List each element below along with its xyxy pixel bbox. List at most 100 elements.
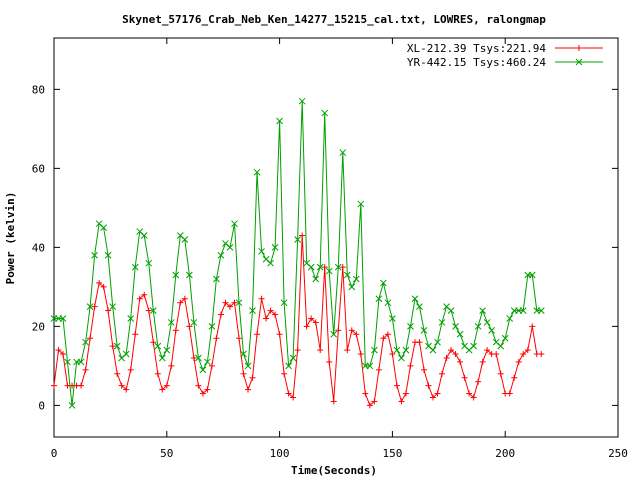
data-point-1: [208, 323, 216, 330]
data-point-0: [339, 264, 346, 271]
marker-stroke: [497, 342, 505, 350]
data-point-0: [249, 374, 256, 381]
marker-stroke: [249, 307, 256, 314]
data-point-1: [416, 303, 423, 310]
data-point-1: [294, 236, 302, 243]
data-point-1: [474, 323, 482, 330]
data-point-0: [100, 283, 107, 290]
data-point-0: [172, 327, 179, 334]
data-point-0: [263, 315, 270, 322]
data-point-0: [479, 358, 486, 365]
marker-stroke: [411, 295, 419, 303]
marker-stroke: [452, 323, 459, 330]
marker-stroke: [316, 263, 324, 271]
data-point-1: [131, 263, 139, 271]
data-point-0: [222, 299, 229, 306]
data-point-1: [407, 323, 414, 330]
marker-stroke: [213, 275, 220, 283]
data-point-0: [308, 315, 315, 322]
data-point-0: [141, 291, 148, 298]
data-point-1: [389, 315, 396, 322]
data-point-0: [497, 370, 504, 377]
data-point-0: [448, 347, 455, 354]
data-point-0: [195, 382, 202, 389]
data-point-0: [443, 354, 450, 361]
data-point-0: [240, 370, 247, 377]
data-point-0: [136, 295, 143, 302]
series-line-0: [53, 235, 542, 407]
marker-stroke: [402, 346, 410, 354]
y-axis-label: Power (kelvin): [4, 192, 17, 285]
data-point-0: [380, 335, 387, 342]
marker-stroke: [235, 299, 243, 307]
data-point-0: [51, 382, 57, 389]
series-layer: [50, 97, 545, 409]
data-point-0: [511, 374, 518, 381]
data-point-1: [240, 350, 247, 358]
x-tick-label: 50: [160, 447, 173, 460]
marker-stroke: [127, 315, 135, 322]
data-point-0: [299, 232, 306, 239]
data-point-1: [483, 319, 491, 326]
y-tick-label: 20: [32, 320, 45, 333]
data-point-0: [312, 319, 319, 326]
y-tick-label: 60: [32, 162, 45, 175]
series-line-1: [54, 101, 542, 406]
marker-stroke: [240, 350, 247, 358]
data-point-1: [479, 307, 486, 314]
data-point-0: [348, 327, 355, 334]
data-point-1: [537, 307, 545, 314]
data-point-1: [501, 334, 509, 342]
data-point-0: [123, 386, 130, 393]
data-point-1: [447, 307, 455, 314]
data-point-1: [113, 342, 121, 350]
marker-stroke: [122, 350, 130, 358]
data-point-1: [100, 224, 107, 231]
marker-stroke: [307, 263, 315, 271]
marker-stroke: [68, 402, 76, 409]
marker-stroke: [267, 259, 274, 267]
data-point-0: [506, 390, 513, 397]
marker-stroke: [443, 303, 450, 310]
data-point-0: [231, 299, 238, 306]
data-point-0: [375, 366, 382, 373]
y-tick-label: 40: [32, 241, 45, 254]
data-point-0: [326, 358, 333, 365]
marker-stroke: [325, 267, 333, 275]
data-point-0: [276, 331, 283, 338]
marker-stroke: [262, 255, 270, 263]
data-point-0: [538, 351, 545, 358]
marker-stroke: [352, 275, 360, 283]
data-point-0: [60, 351, 67, 358]
data-point-0: [434, 390, 441, 397]
data-point-1: [204, 358, 211, 366]
marker-stroke: [253, 168, 261, 176]
data-point-0: [105, 307, 112, 314]
data-point-1: [213, 275, 220, 283]
marker-stroke: [474, 323, 482, 330]
data-point-1: [199, 366, 207, 374]
data-point-0: [425, 382, 432, 389]
data-point-0: [466, 390, 473, 397]
data-point-0: [91, 303, 98, 310]
marker-stroke: [100, 224, 107, 231]
marker-stroke: [113, 342, 121, 350]
plot-frame: [53, 37, 619, 438]
data-point-0: [461, 374, 468, 381]
data-point-0: [109, 343, 116, 350]
data-point-1: [271, 244, 279, 251]
marker-stroke: [456, 330, 464, 338]
data-point-0: [258, 295, 265, 302]
data-point-0: [87, 335, 94, 342]
marker-stroke: [208, 323, 216, 330]
marker-stroke: [154, 342, 162, 350]
data-point-1: [298, 97, 306, 105]
marker-stroke: [195, 354, 202, 362]
data-point-1: [140, 232, 148, 239]
data-point-0: [384, 331, 391, 338]
data-point-1: [244, 362, 252, 370]
data-point-1: [285, 362, 292, 370]
y-tick-label: 80: [32, 83, 45, 96]
data-point-1: [122, 350, 130, 358]
data-point-0: [208, 362, 215, 369]
